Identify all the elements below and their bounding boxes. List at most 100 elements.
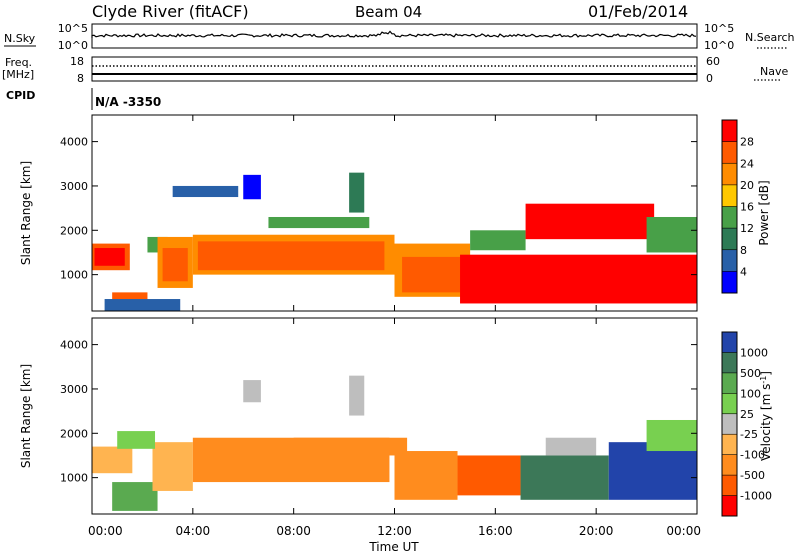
nsearch-label: N.Search [745,31,795,44]
power-colorbar-tick-label: 12 [740,222,754,235]
nsky-label: N.Sky [4,32,36,45]
velocity-colorbar-label-sup: -1 [759,376,768,384]
velocity-colorbar-swatch [722,475,737,497]
velocity-cell [520,455,609,500]
velocity-ytick-label: 1000 [60,472,88,485]
nsearch-tick-bottom: 10^0 [704,39,734,52]
velocity-colorbar-swatch [722,413,737,435]
velocity-colorbar-tick-label: -1000 [740,490,772,503]
x-tick-label: 00:00 [666,524,701,538]
power-colorbar-swatch [722,141,737,164]
power-cell [162,248,188,282]
power-colorbar-tick-label: 24 [740,157,754,170]
power-colorbar-swatch [722,249,737,272]
station-title: Clyde River (fitACF) [92,2,249,21]
velocity-colorbar-swatch [722,495,737,517]
nsky-trace-line [91,30,697,38]
power-cell [470,230,526,251]
x-tick-label: 00:00 [88,524,123,538]
velocity-colorbar-label: Velocity [m s-1] [759,371,773,461]
power-ytick-label: 4000 [60,136,88,149]
x-tick-label: 20:00 [579,524,614,538]
power-cell [243,174,261,200]
power-colorbar-swatch [722,163,737,186]
power-cell [197,241,385,271]
velocity-colorbar-tick-label: -500 [740,469,765,482]
velocity-colorbar-swatch [722,332,737,353]
velocity-colorbar-swatch [722,352,737,374]
power-colorbar-swatch [722,120,737,143]
velocity-colorbar-tick-label: 1000 [740,346,768,359]
freq-tick-bottom: 8 [77,72,84,85]
velocity-ylabel: Slant Range [km] [19,364,33,468]
power-colorbar-swatch [722,271,737,294]
velocity-colorbar: 1000 500 100 25 -25 -100 -500 -1000 [721,331,772,517]
velocity-colorbar-swatch [722,372,737,394]
power-cell [402,256,471,293]
power-cell [94,248,125,266]
velocity-cell [394,451,458,500]
beam-title: Beam 04 [355,3,422,21]
freq-label: Freq. [5,56,32,69]
velocity-colorbar-tick-label: -100 [740,449,765,462]
x-tick-label: 12:00 [377,524,412,538]
power-colorbar-swatch [722,206,737,229]
nave-tick-top: 60 [706,55,720,68]
power-ytick-label: 1000 [60,269,88,282]
x-tick-label: 08:00 [276,524,311,538]
velocity-cell [152,442,193,491]
nsky-trace [91,30,697,38]
power-cell [460,254,697,304]
power-axes: 4000 3000 2000 1000 [60,136,697,282]
velocity-data [92,375,697,511]
freq-unit: [MHz] [2,68,34,81]
velocity-ytick-label: 2000 [60,427,88,440]
nave-tick-bottom: 0 [706,72,713,85]
power-ylabel: Slant Range [km] [19,161,33,265]
power-colorbar-tick-label: 4 [740,265,747,278]
velocity-colorbar-label-close: ] [759,371,773,376]
cpid-label: CPID [6,89,35,102]
power-cell [268,216,370,229]
power-colorbar-tick-label: 28 [740,136,754,149]
power-colorbar-label: Power [dB] [757,180,771,245]
velocity-colorbar-swatch [722,454,737,476]
velocity-colorbar-swatch [722,393,737,415]
power-ytick-label: 3000 [60,180,88,193]
nsearch-tick-top: 10^5 [704,22,734,35]
velocity-cell [349,375,365,416]
power-ytick-label: 2000 [60,224,88,237]
x-tick-label: 04:00 [176,524,211,538]
power-cell [104,299,181,311]
freq-tick-top: 18 [70,55,84,68]
velocity-colorbar-tick-label: -25 [740,428,758,441]
power-cell [525,203,655,240]
velocity-cell [646,419,697,452]
power-colorbar-tick-label: 8 [740,244,747,257]
power-colorbar-tick-label: 16 [740,201,754,214]
velocity-axes: 4000 3000 2000 1000 [60,339,697,485]
velocity-colorbar-tick-label: 500 [740,367,761,380]
velocity-cell [92,446,133,474]
nsky-tick-bottom: 10^0 [58,39,88,52]
power-colorbar: 28 24 20 16 12 8 4 [721,119,754,294]
velocity-colorbar-tick-label: 100 [740,387,761,400]
power-colorbar-tick-label: 20 [740,179,754,192]
velocity-colorbar-label-text: Velocity [m s [759,384,773,461]
power-cell [646,216,697,253]
nave-label: Nave [760,65,788,78]
velocity-ytick-label: 3000 [60,383,88,396]
velocity-cell [112,482,158,511]
freq-panel-frame [91,56,698,82]
power-cell [349,172,365,213]
velocity-cell [243,380,261,403]
velocity-cell [117,431,156,449]
power-data [92,172,697,311]
velocity-colorbar-swatch [722,434,737,456]
power-colorbar-swatch [722,228,737,251]
velocity-colorbar-frame [721,331,738,517]
cpid-value: N/A -3350 [95,95,161,109]
velocity-cell [545,437,597,456]
